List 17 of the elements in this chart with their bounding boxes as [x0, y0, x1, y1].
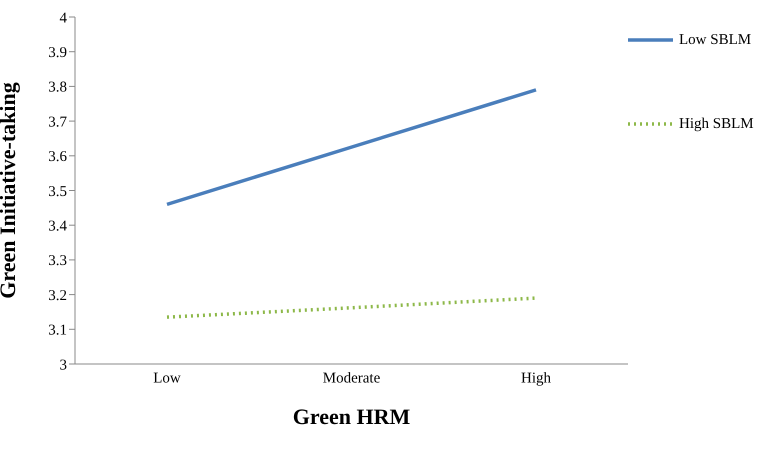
- x-tick-label: Moderate: [322, 370, 381, 387]
- x-tick-label: Low: [153, 370, 181, 387]
- x-tick-label: High: [521, 370, 552, 387]
- y-tick-label: 4: [60, 10, 68, 26]
- y-tick-label: 3.5: [48, 184, 67, 200]
- y-tick-label: 3.3: [48, 253, 67, 270]
- y-tick-label: 3.7: [48, 114, 68, 130]
- legend-label: High SBLM: [679, 116, 754, 132]
- legend-label: Low SBLM: [679, 32, 752, 48]
- x-axis-title: Green HRM: [292, 404, 410, 429]
- y-tick-label: 3.8: [48, 80, 67, 96]
- y-tick-label: 3.6: [48, 149, 68, 166]
- y-tick-label: 3.1: [48, 322, 67, 339]
- y-tick-label: 3.2: [48, 288, 67, 304]
- y-tick-label: 3.4: [48, 218, 68, 235]
- y-tick-label: 3: [60, 357, 67, 374]
- y-tick-label: 3.9: [48, 45, 67, 62]
